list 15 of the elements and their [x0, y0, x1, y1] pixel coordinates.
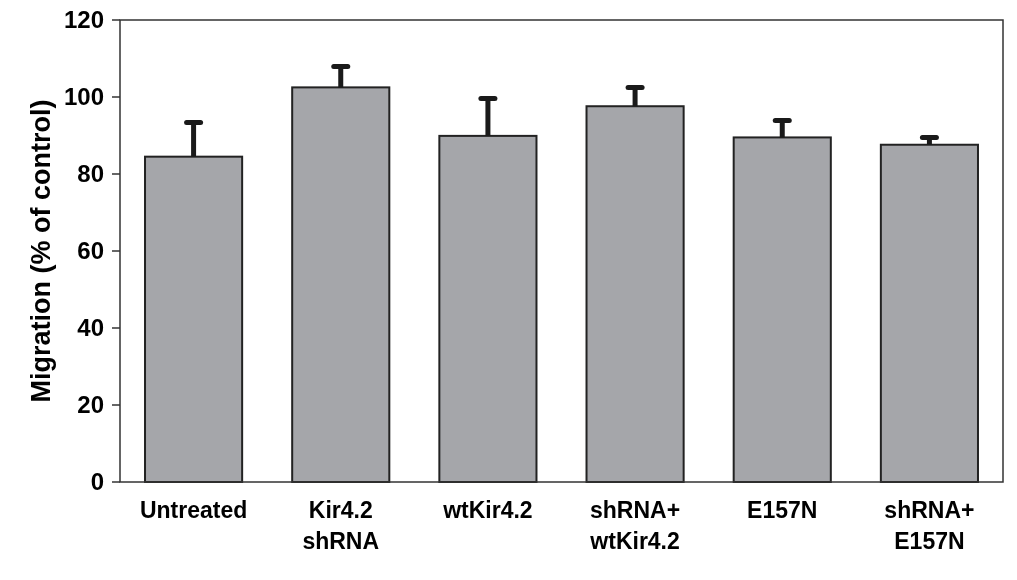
x-tick-label: Kir4.2 shRNA: [302, 497, 380, 554]
y-tick-label: 20: [77, 391, 104, 419]
y-tick-label: 40: [77, 314, 104, 342]
x-tick-label: shRNA+ E157N: [884, 497, 975, 554]
x-tick-label: shRNA+ wtKir4.2: [589, 497, 681, 554]
y-tick-label: 0: [90, 468, 104, 496]
bar: [879, 143, 979, 483]
y-tick-label: 60: [77, 237, 104, 265]
y-axis-title: Migration (% of control): [26, 99, 56, 403]
x-tick-label: wtKir4.2: [442, 497, 533, 523]
x-tick-label: Untreated: [139, 497, 248, 523]
y-tick-label: 80: [77, 160, 104, 188]
y-tick-label: 100: [63, 83, 104, 111]
y-tick-label: 120: [63, 6, 104, 34]
x-tick-label: E157N: [747, 497, 818, 523]
